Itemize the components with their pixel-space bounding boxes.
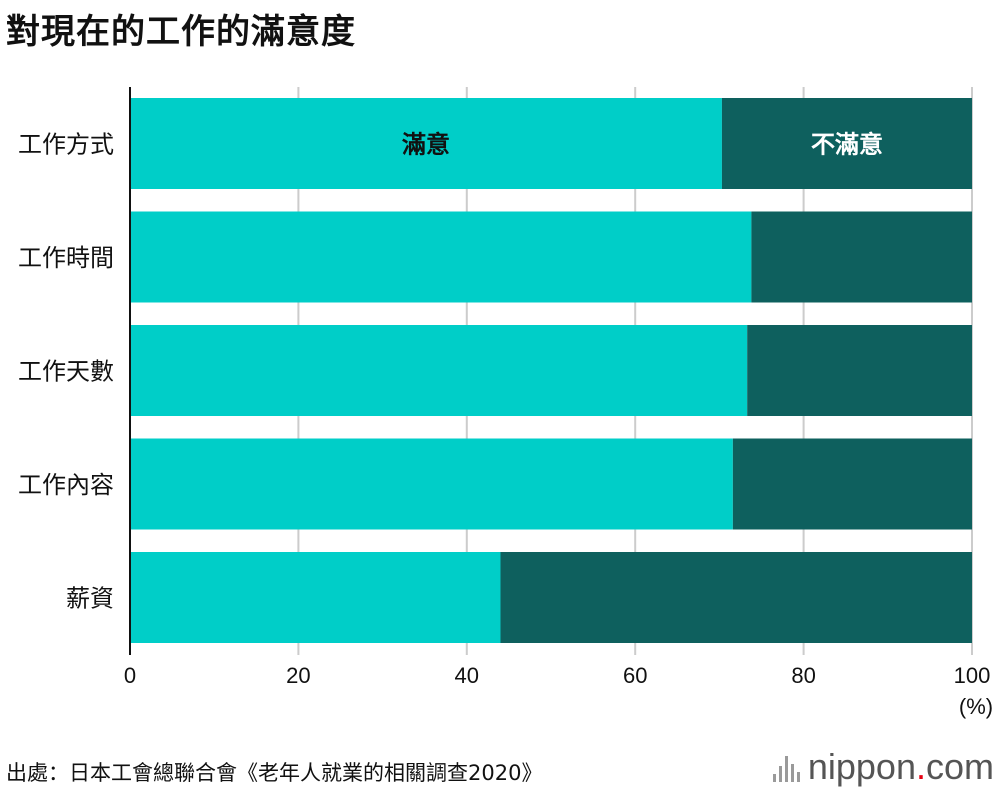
logo-bars-icon	[772, 752, 800, 782]
x-tick-label-0: 0	[124, 663, 136, 688]
chart-title: 對現在的工作的滿意度	[6, 12, 356, 52]
logo-text: nippon	[807, 746, 916, 787]
x-axis-unit: (%)	[959, 694, 993, 719]
source-note: 出處：日本工會總聯合會《老年人就業的相關調查2020》	[6, 761, 543, 785]
category-label-1: 工作時間	[18, 244, 114, 272]
category-label-4: 薪資	[66, 585, 114, 613]
bar-satisfied-0	[130, 98, 722, 189]
series-label-1: 不滿意	[811, 131, 883, 159]
category-label-2: 工作天數	[18, 358, 114, 386]
x-tick-label-80: 80	[791, 663, 815, 688]
category-label-3: 工作內容	[18, 471, 114, 499]
bar-unsatisfied-4	[500, 552, 972, 643]
bar-unsatisfied-0	[721, 98, 972, 189]
category-label-0: 工作方式	[18, 131, 114, 159]
x-tick-label-60: 60	[623, 663, 647, 688]
x-tick-label-100: 100	[954, 663, 991, 688]
x-tick-label-20: 20	[286, 663, 310, 688]
bar-satisfied-3	[130, 438, 733, 530]
bar-satisfied-1	[130, 211, 752, 303]
bar-satisfied-2	[130, 325, 748, 416]
nippon-logo: nippon. com	[772, 746, 994, 788]
bar-unsatisfied-3	[732, 438, 972, 530]
x-tick-label-40: 40	[455, 663, 479, 688]
bar-unsatisfied-1	[751, 211, 972, 303]
series-label-0: 滿意	[402, 131, 450, 159]
bar-unsatisfied-2	[747, 325, 972, 416]
logo-dot: .	[915, 746, 926, 787]
bar-satisfied-4	[130, 552, 501, 643]
logo-suffix: com	[925, 746, 994, 787]
